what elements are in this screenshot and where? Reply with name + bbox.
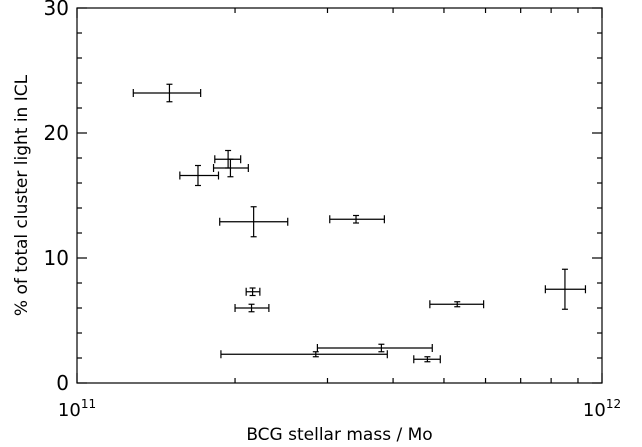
- data-points: [132, 83, 587, 364]
- x-tick-label: 1012: [583, 397, 621, 421]
- data-point: [132, 83, 202, 103]
- data-point: [316, 343, 433, 353]
- data-point: [245, 287, 261, 297]
- x-tick-label-exponent: 12: [606, 397, 621, 411]
- data-point: [234, 303, 270, 313]
- y-tick-label: 10: [44, 246, 69, 270]
- x-tick-label-base: 10: [583, 400, 606, 421]
- x-axis-label: BCG stellar mass / Mo: [246, 425, 432, 445]
- axis-ticks: [76, 7, 603, 384]
- data-point: [219, 206, 289, 238]
- x-tick-label-base: 10: [58, 400, 81, 421]
- y-tick-labels: 0 10 20 30: [44, 0, 69, 395]
- data-point: [413, 355, 441, 364]
- y-axis-label: % of total cluster light in ICL: [12, 74, 32, 316]
- x-tick-labels: 1011 1012: [58, 397, 621, 421]
- data-point: [544, 268, 587, 310]
- data-point: [329, 214, 385, 224]
- y-tick-label: 20: [44, 121, 69, 145]
- data-point: [212, 158, 249, 178]
- data-point: [429, 300, 485, 309]
- plot-frame: [76, 7, 603, 384]
- data-point: [220, 350, 388, 359]
- x-tick-label: 1011: [58, 397, 96, 421]
- data-point: [179, 164, 220, 187]
- y-tick-label: 30: [44, 0, 69, 20]
- x-tick-label-exponent: 11: [81, 397, 96, 411]
- y-tick-label: 0: [56, 371, 69, 395]
